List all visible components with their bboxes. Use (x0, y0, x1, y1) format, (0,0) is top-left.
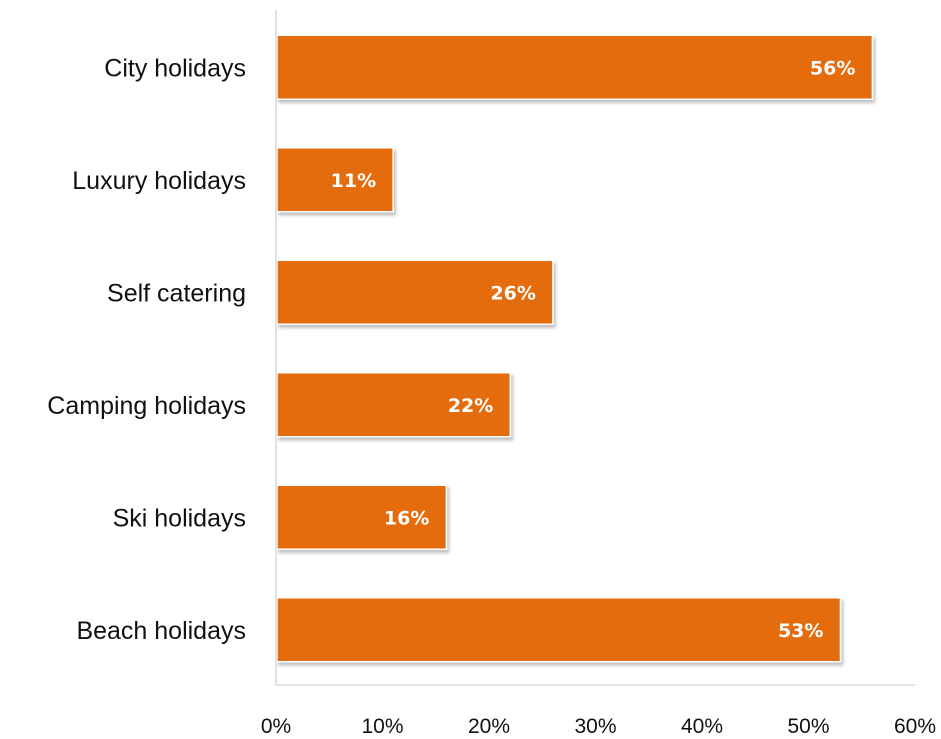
labels-layer: 0% 10% 20% 30% 40% 50% 60% City holidays 56% Luxu… (47, 54, 936, 738)
category-label: Beach holidays (76, 617, 246, 645)
data-label: 53% (778, 620, 823, 642)
x-tick-label: 0% (261, 715, 291, 738)
data-label: 26% (490, 282, 535, 304)
data-label: 56% (810, 57, 855, 79)
bar (276, 34, 874, 100)
x-tick-label: 50% (787, 715, 829, 738)
x-tick-label: 60% (894, 715, 936, 738)
bar (276, 147, 394, 213)
category-label: Self catering (107, 279, 246, 307)
bar (276, 484, 448, 550)
x-tick-label: 20% (468, 715, 510, 738)
x-tick-label: 40% (681, 715, 723, 738)
data-label: 16% (384, 507, 429, 529)
category-label: Camping holidays (47, 392, 246, 420)
category-label: Ski holidays (113, 504, 246, 532)
category-label: Luxury holidays (72, 167, 246, 195)
data-label: 22% (448, 395, 493, 417)
data-label: 11% (331, 170, 376, 192)
bar (276, 597, 842, 663)
x-tick-label: 10% (361, 715, 403, 738)
bars-layer (276, 34, 874, 663)
bar (276, 259, 554, 325)
x-tick-label: 30% (574, 715, 616, 738)
bar (276, 372, 512, 438)
category-label: City holidays (104, 54, 246, 82)
axes-layer (275, 10, 915, 686)
